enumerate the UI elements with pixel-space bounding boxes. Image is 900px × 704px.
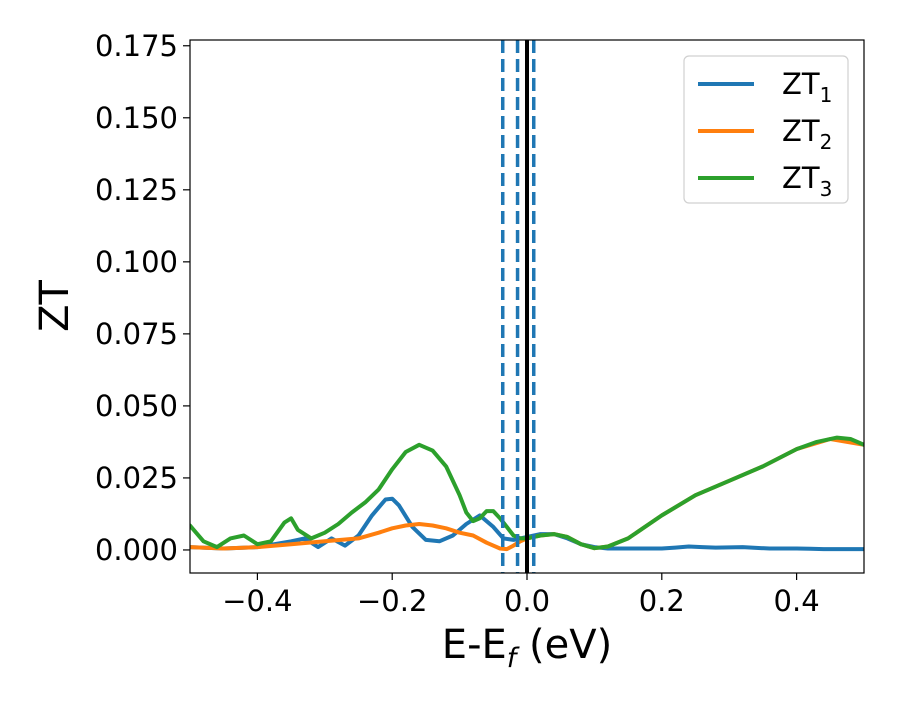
x-tick-label: 0.4	[774, 584, 820, 618]
x-tick-label: 0.2	[639, 584, 685, 618]
x-tick-label: −0.2	[357, 584, 427, 618]
axes: −0.4 −0.2 0.0 0.2 0.4 0.000 0.025 0.050 0.075 0.1…	[95, 29, 865, 618]
y-tick-label: 0.100	[95, 245, 178, 279]
plot-clip-group	[190, 40, 864, 573]
y-tick-label: 0.150	[95, 101, 178, 135]
legend-box	[683, 55, 849, 204]
y-axis-label: ZT	[32, 280, 78, 332]
plot-area	[190, 40, 864, 573]
x-axis-label-main: E-E	[442, 622, 507, 668]
x-axis-label: E-Ef (eV)	[442, 622, 612, 674]
legend-label: ZT1	[782, 67, 832, 107]
legend-label: ZT2	[782, 114, 832, 154]
y-tick-label: 0.050	[95, 389, 178, 423]
y-tick-label: 0.075	[95, 317, 178, 351]
x-axis-label-unit: (eV)	[516, 622, 612, 668]
y-tick-label: 0.125	[95, 173, 178, 207]
series-line-zt3	[190, 435, 864, 551]
legend-label: ZT3	[782, 161, 832, 201]
y-tick-label: 0.000	[95, 533, 178, 567]
y-tick-label: 0.175	[95, 29, 178, 63]
y-tick-label: 0.025	[95, 461, 178, 495]
x-tick-label: 0.0	[504, 584, 550, 618]
legend: ZT1 ZT2 ZT3	[683, 55, 849, 204]
x-tick-label: −0.4	[222, 584, 292, 618]
